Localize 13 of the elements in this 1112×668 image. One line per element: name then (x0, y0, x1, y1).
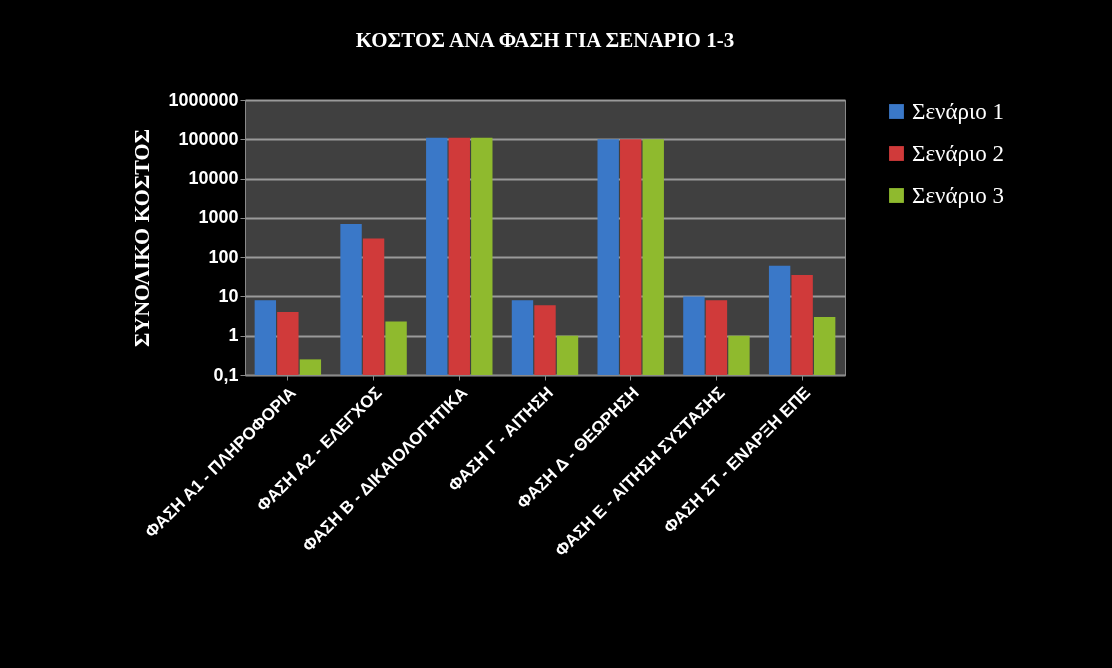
y-tick-label: 10 (218, 285, 239, 306)
legend-label: Σενάριο 1 (912, 98, 1004, 124)
y-tick-label: 1 (228, 325, 239, 346)
y-axis-title: ΣΥΝΟΛΙΚΟ ΚΟΣΤΟΣ (129, 128, 155, 348)
legend-label: Σενάριο 2 (912, 140, 1004, 166)
y-tick-label: 100000 (178, 128, 239, 149)
y-tick-label: 100 (208, 246, 239, 267)
y-tick-label: 1000 (198, 207, 239, 228)
chart-title: ΚΟΣΤΟΣ ΑΝΑ ΦΑΣΗ ΓΙΑ ΣΕΝΑΡΙΟ 1-3 (355, 28, 735, 52)
y-tick-label: 1000000 (168, 89, 239, 110)
y-tick-label: 10000 (188, 168, 239, 189)
legend-label: Σενάριο 3 (912, 182, 1004, 208)
y-tick-label: 0,1 (213, 364, 239, 385)
